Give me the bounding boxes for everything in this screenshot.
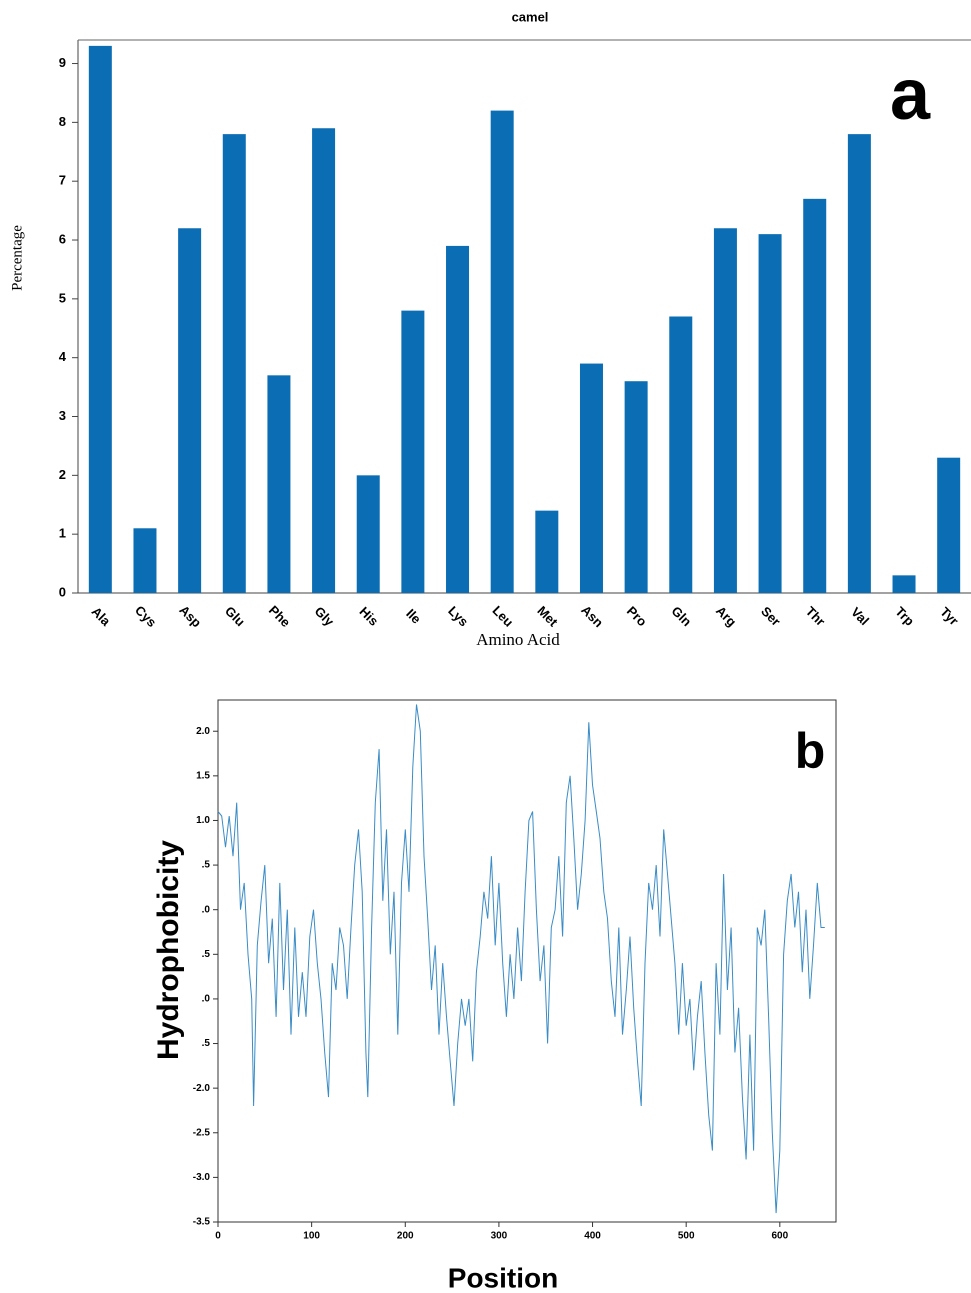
bar (267, 375, 291, 593)
y-tick-label: 3 (59, 408, 66, 423)
x-tick-label: Phe (266, 603, 293, 630)
y-tick-label: .5 (202, 1038, 211, 1049)
x-tick-label: Cys (132, 603, 159, 630)
y-tick-label: .5 (202, 860, 211, 871)
bar (758, 234, 782, 593)
x-tick-label: 500 (678, 1231, 695, 1242)
bar (803, 198, 827, 593)
bar (133, 528, 157, 593)
y-tick-label: 4 (59, 349, 67, 364)
x-tick-label: 600 (771, 1231, 788, 1242)
bar (88, 45, 112, 593)
bar (356, 475, 380, 593)
x-tick-label: Gln (669, 603, 695, 629)
y-tick-label: 8 (59, 114, 66, 129)
y-tick-label: -2.5 (193, 1127, 211, 1138)
x-tick-label: 400 (584, 1231, 601, 1242)
line (217, 704, 825, 1214)
y-tick-label: 6 (59, 231, 66, 246)
x-tick-label: 0 (215, 1231, 221, 1242)
bar (446, 245, 470, 594)
y-tick-label: 9 (59, 55, 66, 70)
plot-frame (217, 699, 837, 1223)
bar (624, 381, 648, 593)
y-tick-label: 1 (59, 526, 66, 541)
bar (535, 510, 559, 593)
x-tick-label: Pro (624, 603, 650, 629)
bar (178, 228, 202, 594)
x-tick-label: Ser (758, 604, 783, 629)
x-tick-label: His (357, 604, 382, 629)
bar (669, 316, 693, 593)
x-tick-label: Asn (578, 602, 606, 630)
x-tick-label: Val (848, 604, 872, 628)
y-tick-label: .0 (202, 994, 211, 1005)
bar (579, 363, 603, 593)
x-tick-label: Thr (803, 604, 828, 629)
x-tick-label: Asp (176, 602, 204, 630)
x-tick-label: 300 (491, 1231, 508, 1242)
bar (401, 310, 425, 593)
y-tick-label: .5 (202, 949, 211, 960)
y-tick-label: -2.0 (193, 1083, 211, 1094)
x-tick-label: Ala (89, 604, 114, 629)
x-tick-label: Ile (403, 606, 424, 627)
x-tick-label: Met (534, 603, 561, 630)
y-tick-label: 2.0 (196, 726, 210, 737)
bar (713, 228, 737, 594)
x-tick-label: Trp (892, 604, 917, 629)
bar (312, 128, 336, 593)
y-tick-label: -3.5 (193, 1217, 211, 1228)
y-tick-label: 1.5 (196, 770, 210, 781)
panel-label: b (795, 723, 826, 779)
y-tick-label: 5 (59, 290, 66, 305)
chart-title: camel (512, 9, 549, 24)
panel-label: a (890, 55, 931, 135)
bar (490, 110, 514, 594)
x-axis-label: Position (448, 1262, 558, 1293)
x-tick-label: Gly (312, 604, 338, 630)
x-tick-label: 200 (397, 1231, 414, 1242)
y-tick-label: 7 (59, 173, 66, 188)
y-tick-label: 1.0 (196, 815, 210, 826)
y-tick-label: 0 (59, 584, 66, 599)
y-tick-label: -3.0 (193, 1172, 211, 1183)
bar (222, 134, 246, 593)
bar (847, 134, 871, 593)
x-tick-label: Glu (222, 603, 248, 629)
x-tick-label: 100 (303, 1231, 320, 1242)
y-tick-label: .0 (202, 904, 211, 915)
x-axis-label: Amino Acid (476, 630, 560, 649)
x-tick-label: Tyr (937, 604, 961, 628)
bar (892, 575, 916, 593)
x-tick-label: Arg (713, 603, 739, 629)
y-tick-label: 2 (59, 467, 66, 482)
x-tick-label: Lys (445, 603, 471, 629)
bar (937, 457, 961, 593)
y-axis-label: Hydrophobicity (152, 840, 185, 1060)
x-tick-label: Leu (489, 603, 516, 630)
y-axis-label: Percentage (9, 225, 25, 291)
